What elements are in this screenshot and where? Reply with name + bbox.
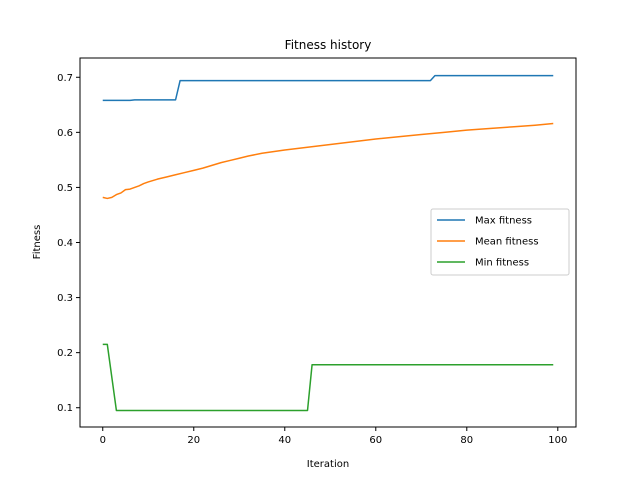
x-tick-label: 80 (460, 435, 473, 446)
x-axis-label: Iteration (307, 459, 349, 470)
series-line-min-fitness (102, 343, 554, 412)
x-tick-label: 20 (187, 435, 200, 446)
legend-box (430, 208, 570, 276)
legend-label-max-fitness: Max fitness (475, 216, 532, 227)
legend-label-min-fitness: Min fitness (475, 258, 529, 269)
x-tick-label: 0 (100, 435, 106, 446)
y-tick-label: 0.7 (57, 73, 73, 84)
chart-title: Fitness history (285, 38, 372, 52)
y-tick-label: 0.1 (57, 403, 73, 414)
series-line-mean-fitness (102, 122, 554, 200)
y-tick-label: 0.4 (57, 238, 73, 249)
legend-label-mean-fitness: Mean fitness (475, 237, 539, 248)
x-tick-label: 60 (369, 435, 382, 446)
y-tick-label: 0.5 (57, 183, 73, 194)
series-line-max-fitness (102, 74, 554, 102)
y-tick-label: 0.2 (57, 348, 73, 359)
plot-area: 0 20 40 60 80 100 0.1 0.2 0.3 0.4 0.5 0.6 0.7 (57, 57, 577, 446)
y-axis-label: Fitness (32, 225, 43, 260)
x-tick-label: 40 (278, 435, 291, 446)
legend: Max fitness Mean fitness Min fitness (430, 208, 570, 276)
x-tick-label: 100 (548, 435, 567, 446)
y-tick-label: 0.3 (57, 293, 73, 304)
y-tick-label: 0.6 (57, 128, 73, 139)
